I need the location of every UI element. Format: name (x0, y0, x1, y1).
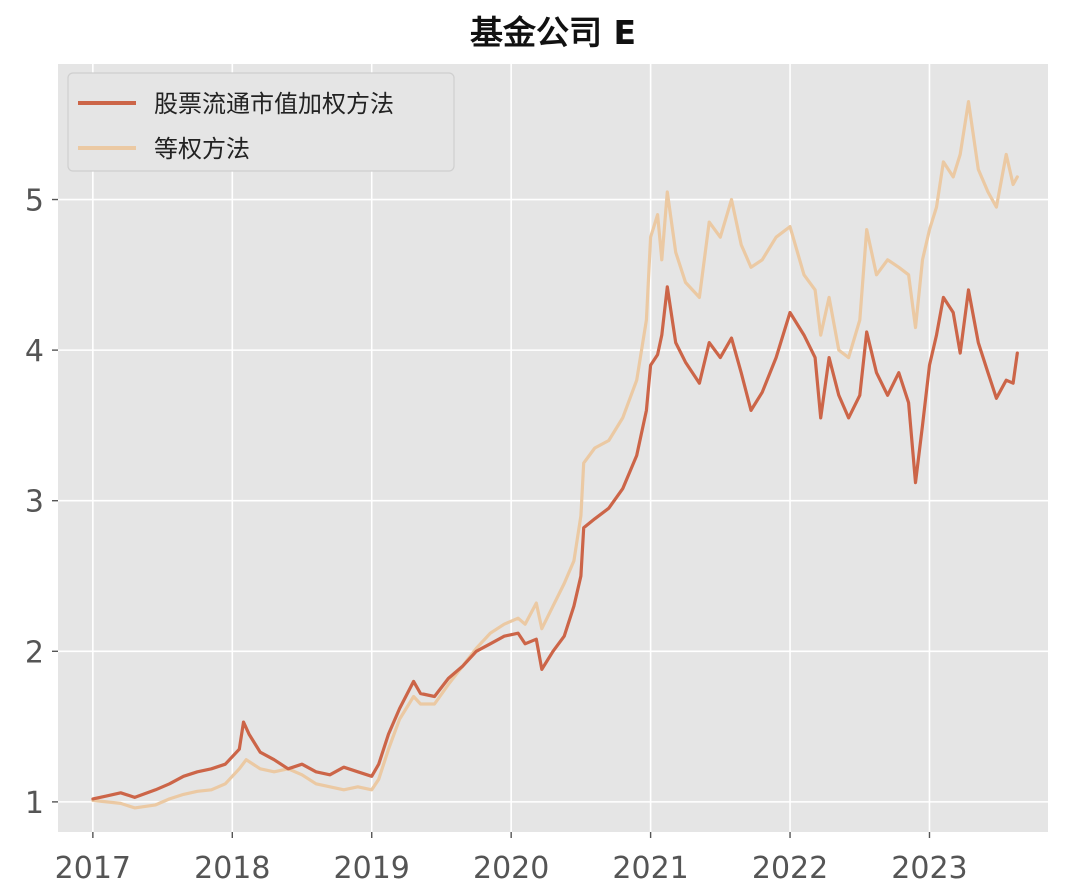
legend-label-2: 等权方法 (154, 135, 250, 163)
tick-label-x-2019: 2019 (334, 851, 410, 886)
tick-label-y-3: 3 (25, 485, 44, 520)
tick-label-x-2017: 2017 (55, 851, 131, 886)
tick-label-y-4: 4 (25, 334, 44, 369)
x-axis: 2017 2018 2019 2020 2021 2022 2023 (55, 832, 968, 886)
legend-label-1: 股票流通市值加权方法 (154, 90, 394, 118)
tick-label-y-1: 1 (25, 786, 44, 821)
chart-title: 基金公司 E (469, 13, 637, 52)
plot-area (58, 64, 1048, 832)
tick-label-y-5: 5 (25, 184, 44, 219)
series-lines (91, 100, 1019, 810)
tick-label-x-2020: 2020 (473, 851, 549, 886)
legend-box (67, 72, 455, 172)
series-line-1 (91, 285, 1019, 801)
tick-label-x-2021: 2021 (612, 851, 688, 886)
tick-label-x-2018: 2018 (194, 851, 270, 886)
tick-label-x-2022: 2022 (752, 851, 828, 886)
y-axis: 1 2 3 4 5 (25, 184, 58, 821)
tick-label-y-2: 2 (25, 635, 44, 670)
series-line-2 (91, 100, 1019, 810)
tick-label-x-2023: 2023 (891, 851, 967, 886)
